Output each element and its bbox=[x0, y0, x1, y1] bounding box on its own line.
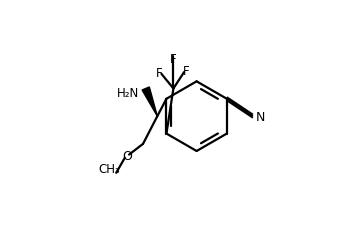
Polygon shape bbox=[142, 88, 157, 117]
Text: CH₃: CH₃ bbox=[98, 162, 120, 175]
Text: N: N bbox=[256, 110, 265, 123]
Text: O: O bbox=[122, 149, 132, 162]
Text: H₂N: H₂N bbox=[117, 86, 139, 99]
Text: F: F bbox=[156, 67, 162, 79]
Text: F: F bbox=[170, 53, 177, 66]
Text: F: F bbox=[183, 65, 189, 78]
